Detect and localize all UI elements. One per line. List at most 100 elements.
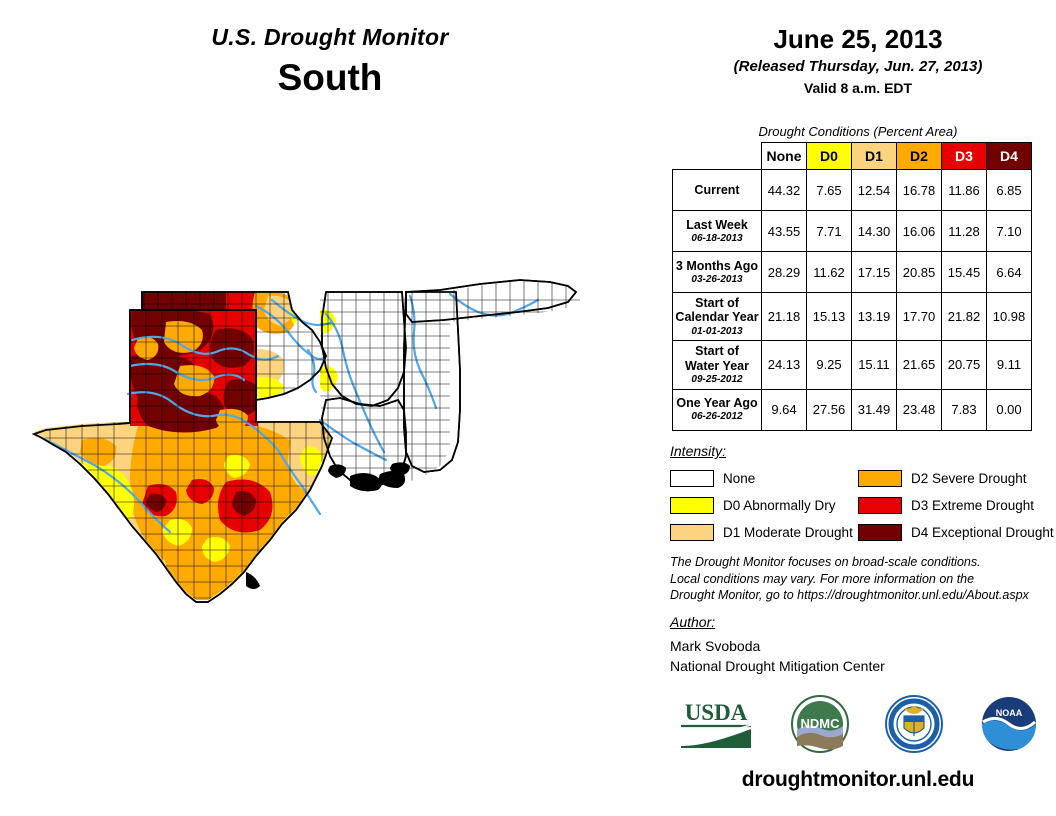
svg-text:USDA: USDA — [685, 700, 748, 725]
legend-column-right: D2 Severe Drought D3 Extreme Drought D4 Ex… — [858, 466, 1054, 547]
logo-row: USDA NDMC NOAA — [660, 692, 1056, 756]
site-url[interactable]: droughtmonitor.unl.edu — [741, 768, 975, 791]
table-cell-d4: 7.10 — [986, 210, 1032, 252]
region-title: South — [277, 57, 383, 98]
table-header-row: None D0 D1 D2 D3 D4 — [673, 142, 1032, 170]
table-col-header-none: None — [761, 142, 807, 170]
table-cell-d3: 11.28 — [941, 210, 987, 252]
table-cell-d3: 15.45 — [941, 251, 987, 293]
legend-item: D2 Severe Drought — [858, 466, 1054, 490]
table-col-header-d4: D4 — [986, 142, 1032, 170]
legend-item: D4 Exceptional Drought — [858, 520, 1054, 544]
author-heading: Author: — [670, 614, 716, 630]
table-row-sublabel: 06-26-2012 — [691, 411, 743, 423]
table-cell-d1: 15.11 — [851, 340, 897, 390]
table-cell-d2: 21.65 — [896, 340, 942, 390]
legend-item: D3 Extreme Drought — [858, 493, 1054, 517]
table-row: Last Week 06-18-2013 43.55 7.71 14.30 16.06 11… — [672, 210, 1032, 252]
ndmc-logo: NDMC — [790, 695, 849, 753]
table-cell-d4: 6.85 — [986, 169, 1032, 211]
table-row: One Year Ago 06-26-2012 9.64 27.56 31.49 23.4… — [672, 388, 1032, 431]
table-cell-none: 21.18 — [761, 291, 807, 342]
legend-swatch-left-1 — [670, 496, 714, 514]
table-row-sublabel: 01-01-2013 — [691, 325, 743, 337]
author-block: Mark Svoboda National Drought Mitigation… — [670, 636, 1056, 677]
commerce-seal-logo — [885, 695, 944, 753]
table-cell-none: 43.55 — [761, 210, 807, 252]
legend-item: D1 Moderate Drought — [670, 520, 853, 544]
table-col-header-d0: D0 — [806, 142, 852, 170]
table-row: Start of Calendar Year 01-01-2013 21.18 15.1… — [672, 291, 1032, 342]
noaa-logo: NOAA — [981, 697, 1036, 751]
map-coastline-detail — [246, 462, 410, 589]
table-row-label: One Year Ago 06-26-2012 — [672, 388, 762, 431]
table-row: 3 Months Ago 03-26-2013 28.29 11.62 17.15 20.… — [672, 251, 1032, 293]
table-cell-none: 24.13 — [761, 340, 807, 390]
table-row: Current 44.32 7.65 12.54 16.78 11.86 6.85 — [672, 169, 1032, 211]
table-cell-d0: 27.56 — [806, 388, 852, 431]
table-row-sublabel: 06-18-2013 — [691, 232, 743, 244]
table-body: Current 44.32 7.65 12.54 16.78 11.86 6.85 Last … — [672, 169, 1032, 431]
table-cell-d2: 23.48 — [896, 388, 942, 431]
table-cell-d4: 0.00 — [986, 388, 1032, 431]
table-header: None D0 D1 D2 D3 D4 — [673, 142, 1032, 170]
legend-item: None — [670, 466, 853, 490]
report-released-date: (Released Thursday, Jun. 27, 2013) — [733, 58, 983, 76]
legend-swatch-left-0 — [670, 469, 714, 487]
map-title-block: U.S. Drought Monitor South — [0, 26, 660, 100]
report-date: June 25, 2013 — [773, 24, 943, 54]
table-row-label: Current — [672, 169, 762, 211]
table-cell-d2: 17.70 — [896, 291, 942, 342]
table-row-label: Start of Calendar Year 01-01-2013 — [672, 291, 762, 342]
table-cell-d0: 7.65 — [806, 169, 852, 211]
legend-label: None — [723, 470, 756, 486]
table-cell-d4: 6.64 — [986, 251, 1032, 293]
drought-map[interactable] — [20, 270, 660, 670]
report-valid-time: Valid 8 a.m. EDT — [803, 80, 913, 97]
table-col-header-d2: D2 — [896, 142, 942, 170]
legend-label: D0 Abnormally Dry — [723, 497, 836, 513]
drought-monitor-title: U.S. Drought Monitor — [211, 24, 449, 50]
table-cell-d3: 21.82 — [941, 291, 987, 342]
table-cell-d1: 13.19 — [851, 291, 897, 342]
table-cell-d2: 20.85 — [896, 251, 942, 293]
legend-label: D1 Moderate Drought — [723, 524, 853, 540]
table-cell-d3: 20.75 — [941, 340, 987, 390]
table-cell-d4: 10.98 — [986, 291, 1032, 342]
table-cell-d2: 16.78 — [896, 169, 942, 211]
table-cell-d0: 15.13 — [806, 291, 852, 342]
table-cell-d2: 16.06 — [896, 210, 942, 252]
table-caption: Drought Conditions (Percent Area) — [758, 124, 958, 139]
legend-swatch-right-1 — [858, 496, 902, 514]
table-cell-d3: 11.86 — [941, 169, 987, 211]
svg-text:NOAA: NOAA — [996, 708, 1023, 718]
table-row-sublabel: 09-25-2012 — [691, 374, 743, 385]
table-row: Start of Water Year 09-25-2012 24.13 9.25 15.… — [672, 340, 1032, 390]
author-name: Mark Svoboda — [670, 638, 761, 654]
legend-heading: Intensity: — [670, 443, 727, 459]
legend-label: D2 Severe Drought — [911, 470, 1027, 486]
table-col-header-d1: D1 — [851, 142, 897, 170]
legend-swatch-right-2 — [858, 523, 902, 541]
report-date-block: June 25, 2013 (Released Thursday, Jun. 2… — [660, 24, 1056, 97]
legend-swatch-right-0 — [858, 469, 902, 487]
table-cell-none: 9.64 — [761, 388, 807, 431]
legend-label: D3 Extreme Drought — [911, 497, 1035, 513]
table-col-header-d3: D3 — [941, 142, 987, 170]
drought-map-svg — [31, 279, 580, 603]
table-row-label: 3 Months Ago 03-26-2013 — [672, 251, 762, 293]
legend-column-left: None D0 Abnormally Dry D1 Moderate Drought — [670, 466, 853, 547]
table-cell-none: 44.32 — [761, 169, 807, 211]
drought-conditions-table: None D0 D1 D2 D3 D4 Current 44.32 7.65 12.54 16.7… — [672, 142, 1032, 431]
table-cell-d1: 17.15 — [851, 251, 897, 293]
svg-text:NDMC: NDMC — [800, 716, 840, 731]
table-corner-cell — [673, 143, 762, 170]
table-cell-d3: 7.83 — [941, 388, 987, 431]
table-row-label: Last Week 06-18-2013 — [672, 210, 762, 252]
legend-swatch-left-2 — [670, 523, 714, 541]
table-row-sublabel: 03-26-2013 — [691, 273, 743, 285]
table-cell-none: 28.29 — [761, 251, 807, 293]
table-cell-d4: 9.11 — [986, 340, 1032, 390]
usda-logo: USDA — [681, 700, 752, 748]
table-cell-d1: 12.54 — [851, 169, 897, 211]
